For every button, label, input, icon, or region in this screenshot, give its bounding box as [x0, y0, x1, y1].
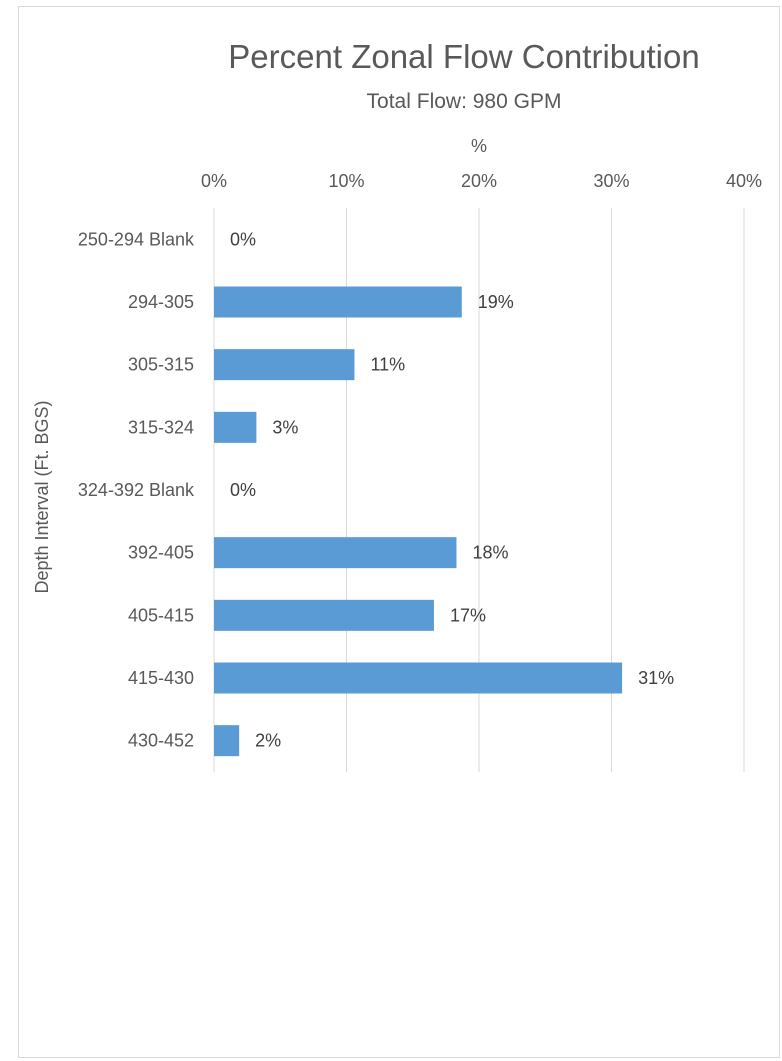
- data-label: 18%: [472, 543, 508, 563]
- x-tick-label: 0%: [201, 171, 227, 191]
- y-tick-label: 430-452: [128, 731, 194, 751]
- data-label: 2%: [255, 731, 281, 751]
- chart-title: Percent Zonal Flow Contribution: [228, 38, 699, 75]
- bar: [214, 725, 240, 757]
- data-label: 0%: [230, 480, 256, 500]
- data-label: 19%: [478, 292, 514, 312]
- data-label: 3%: [272, 417, 298, 437]
- bar: [214, 662, 623, 694]
- y-tick-label: 250-294 Blank: [78, 229, 195, 249]
- x-axis-title: %: [471, 136, 487, 156]
- data-label: 0%: [230, 229, 256, 249]
- y-tick-label: 294-305: [128, 292, 194, 312]
- x-tick-label: 20%: [461, 171, 497, 191]
- y-tick-label: 405-415: [128, 605, 194, 625]
- y-tick-label: 415-430: [128, 668, 194, 688]
- bar-layer: [214, 286, 623, 757]
- y-tick-label: 305-315: [128, 355, 194, 375]
- bar: [214, 286, 462, 318]
- x-tick-label: 30%: [593, 171, 629, 191]
- bar: [214, 411, 257, 443]
- data-label: 31%: [638, 668, 674, 688]
- chart-frame: [18, 6, 780, 1058]
- bar: [214, 537, 457, 569]
- data-label: 11%: [370, 355, 405, 375]
- y-tick-label: 315-324: [128, 417, 194, 437]
- x-tick-label: 40%: [726, 171, 762, 191]
- y-axis-title: Depth Interval (Ft. BGS): [32, 400, 52, 593]
- chart-subtitle: Total Flow: 980 GPM: [367, 90, 562, 113]
- label-layer: 0% 10% 20% 30% 40% 250-294 Blank 0% 294-305 19% 3…: [78, 171, 762, 751]
- x-tick-label: 10%: [328, 171, 364, 191]
- y-tick-label: 324-392 Blank: [78, 480, 195, 500]
- data-label: 17%: [450, 605, 486, 625]
- bar: [214, 349, 355, 381]
- y-tick-label: 392-405: [128, 543, 194, 563]
- bar: [214, 599, 434, 631]
